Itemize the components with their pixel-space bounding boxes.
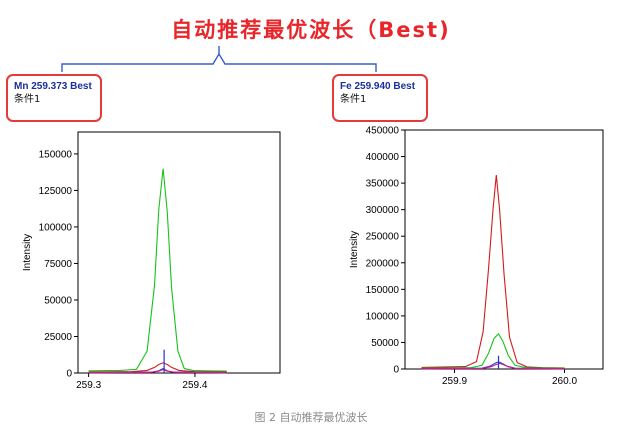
fe-x-tick-label: 259.9	[442, 376, 467, 387]
mn-y-tick-label: 150000	[39, 149, 73, 160]
mn-condition-text: 条件1	[14, 94, 41, 105]
mn-x-tick-label: 259.4	[182, 380, 207, 391]
fe-wavelength-text: Fe 259.940 Best	[340, 81, 416, 92]
fe-y-tick-label: 350000	[366, 179, 400, 190]
fe-y-tick-label: 200000	[366, 258, 400, 269]
header-bracket	[61, 46, 377, 72]
fe-y-tick-label: 150000	[366, 285, 400, 296]
mn-series-line	[88, 369, 227, 374]
fe-y-tick-label: 250000	[366, 232, 400, 243]
fe-y-tick-label: 100000	[366, 311, 400, 322]
fe-y-axis-label: Intensity	[349, 231, 360, 268]
fe-condition-text: 条件1	[340, 94, 367, 105]
mn-y-tick-label: 125000	[39, 186, 73, 197]
fe-plot-frame	[404, 129, 604, 370]
fe-series-line	[421, 362, 565, 370]
mn-y-axis-label: Intensity	[22, 234, 33, 271]
mn-y-tick-label: 75000	[44, 259, 72, 270]
fe-y-tick-label: 0	[393, 365, 399, 376]
figure-caption: 图 2 自动推荐最优波长	[254, 411, 368, 424]
mn-wavelength-label: Mn 259.373 Best 条件1	[6, 74, 102, 122]
mn-plot-frame	[77, 131, 281, 374]
fe-y-tick-label: 300000	[366, 205, 400, 216]
fe-y-tick-label: 50000	[371, 338, 399, 349]
mn-y-tick-label: 0	[66, 369, 72, 380]
fe-series-line	[421, 333, 565, 369]
fe-wavelength-label: Fe 259.940 Best 条件1	[332, 74, 428, 122]
fe-y-tick-label: 400000	[366, 152, 400, 163]
mn-y-tick-label: 100000	[39, 222, 73, 233]
mn-wavelength-text: Mn 259.373 Best	[14, 81, 92, 92]
mn-x-tick-label: 259.3	[76, 380, 101, 391]
mn-y-tick-label: 25000	[44, 332, 72, 343]
fe-series-line	[421, 175, 565, 369]
headline-title: 自动推荐最优波长（Best)	[171, 18, 451, 42]
mn-series-line	[88, 168, 227, 372]
mn-y-tick-label: 50000	[44, 295, 72, 306]
fe-y-tick-label: 450000	[366, 126, 400, 137]
mn-series-line	[88, 362, 227, 373]
fe-x-tick-label: 260.0	[552, 376, 577, 387]
